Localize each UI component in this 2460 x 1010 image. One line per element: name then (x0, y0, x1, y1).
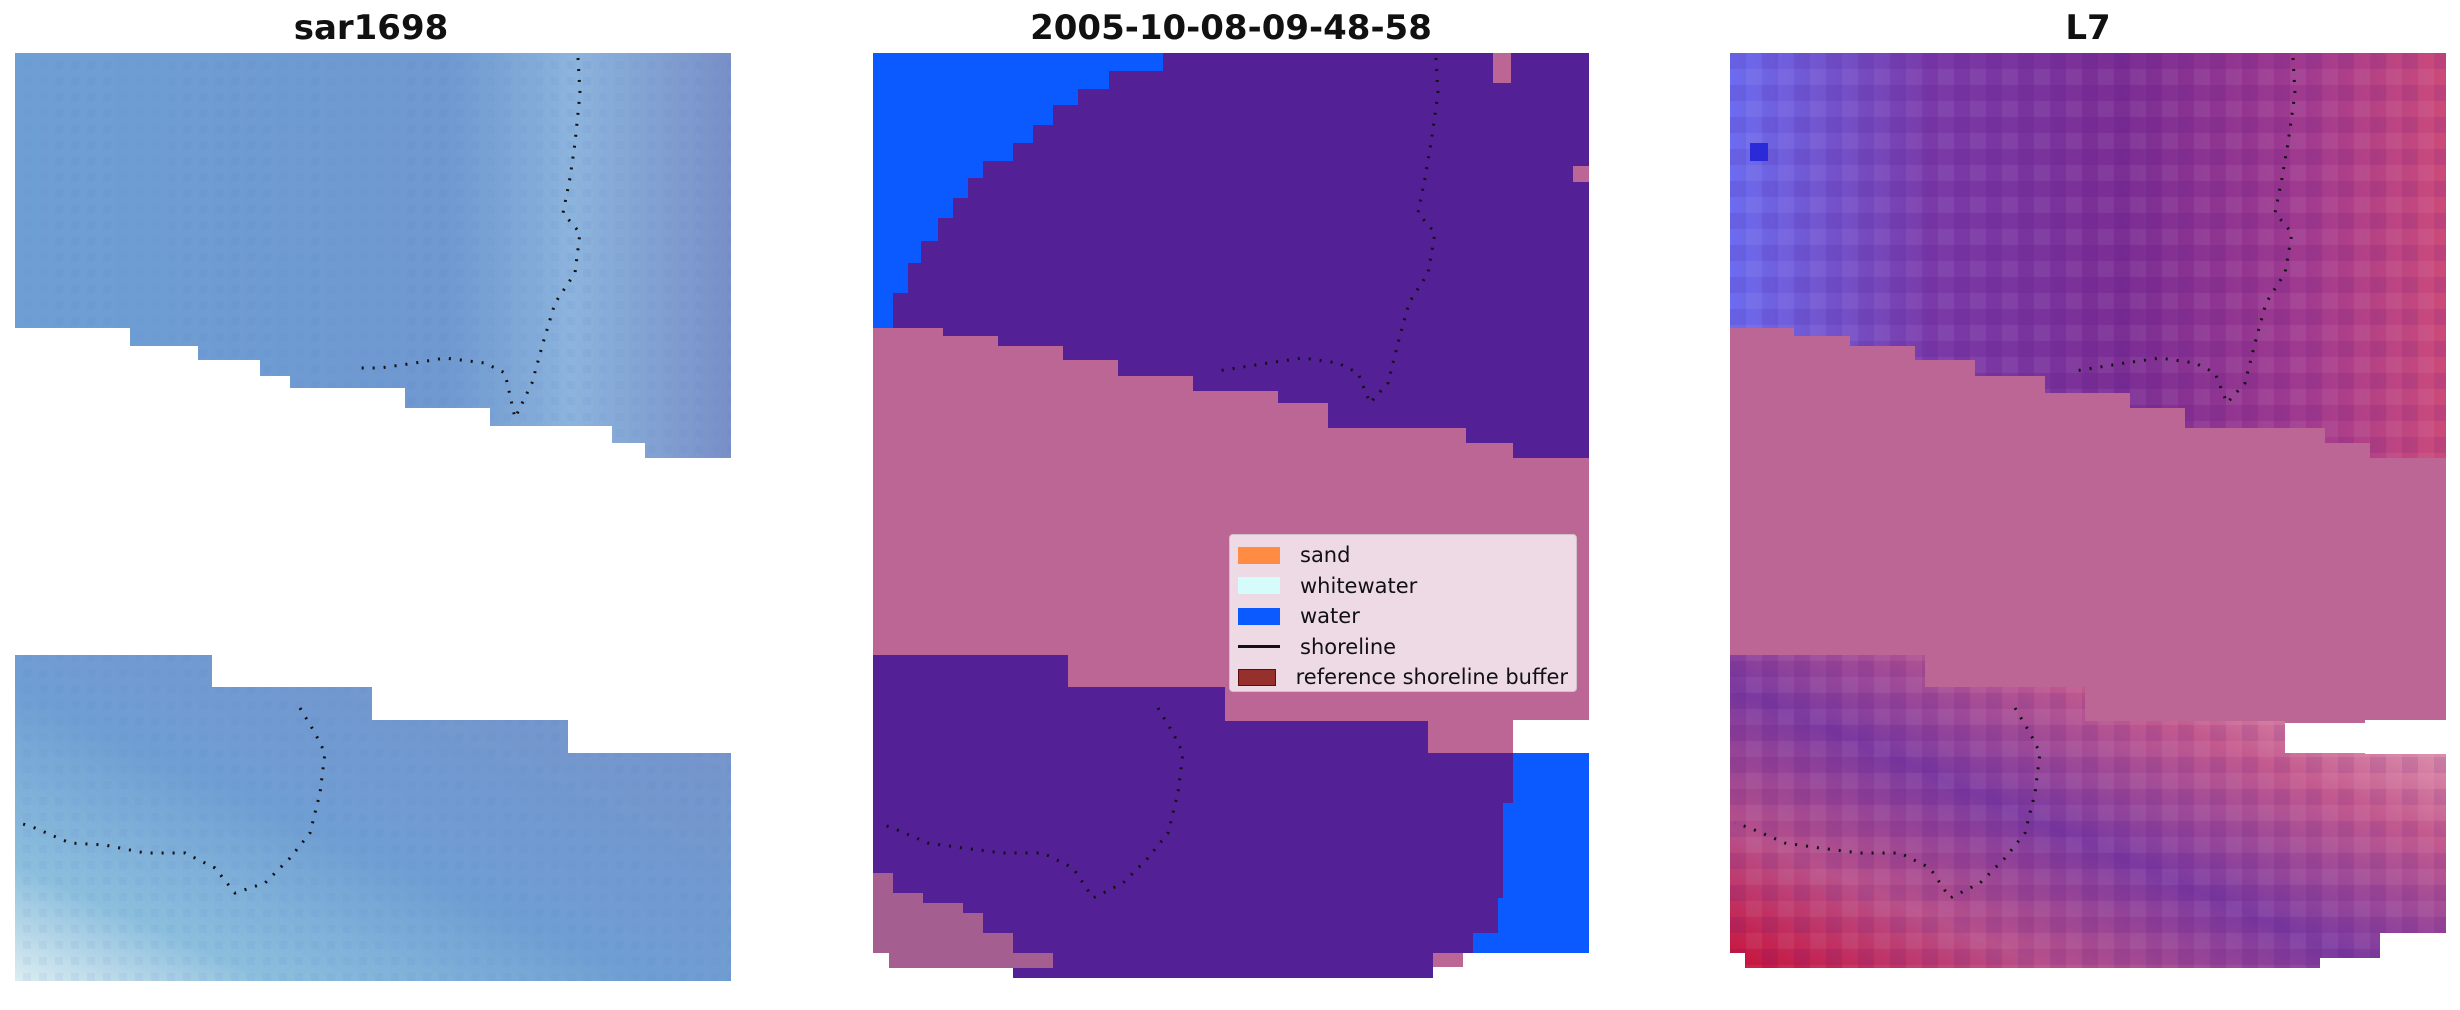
water-upper-left (873, 53, 1163, 328)
legend-label-water: water (1300, 604, 1360, 629)
legend-item-shoreline: shoreline (1238, 632, 1568, 663)
classification-map (873, 53, 1589, 978)
shoreline-dots-upper (1217, 57, 1440, 406)
sand-swatch (1238, 546, 1280, 564)
legend-item-reference-buffer: reference shoreline buffer (1238, 662, 1568, 693)
panel-title-date: 2005-10-08-09-48-58 (1030, 8, 1432, 48)
reference-buffer-swatch (1238, 668, 1276, 686)
shoreline-dots-lower (1734, 707, 2042, 900)
panel-title-l7: L7 (2065, 8, 2111, 48)
shoreline-swatch (1238, 645, 1280, 649)
class-other-lower-left (873, 873, 1053, 968)
legend: sand whitewater water shoreline referenc… (1229, 534, 1577, 692)
class-dark-upper (873, 53, 1589, 458)
legend-item-sand: sand (1238, 540, 1568, 571)
shoreline-dots-upper (2074, 57, 2297, 406)
legend-label-shoreline: shoreline (1300, 634, 1397, 659)
water-lower-right (1473, 753, 1589, 953)
legend-item-water: water (1238, 601, 1568, 632)
classification-panel (873, 53, 1589, 986)
l7-panel (1730, 53, 2446, 986)
class-dark-lower (873, 655, 1589, 978)
legend-label-whitewater: whitewater (1300, 573, 1418, 598)
rgb-image (15, 53, 731, 981)
shoreline-dots-lower (877, 707, 1185, 900)
panel-title-sar1698: sar1698 (293, 8, 449, 48)
shoreline-dots-lower (19, 707, 327, 895)
legend-label-reference-buffer: reference shoreline buffer (1295, 665, 1568, 690)
l7-map (1730, 53, 2446, 968)
rgb-image-panel (15, 53, 731, 986)
legend-item-whitewater: whitewater (1238, 571, 1568, 602)
whitewater-swatch (1238, 577, 1280, 595)
legend-label-sand: sand (1300, 543, 1351, 568)
water-swatch (1238, 607, 1280, 625)
